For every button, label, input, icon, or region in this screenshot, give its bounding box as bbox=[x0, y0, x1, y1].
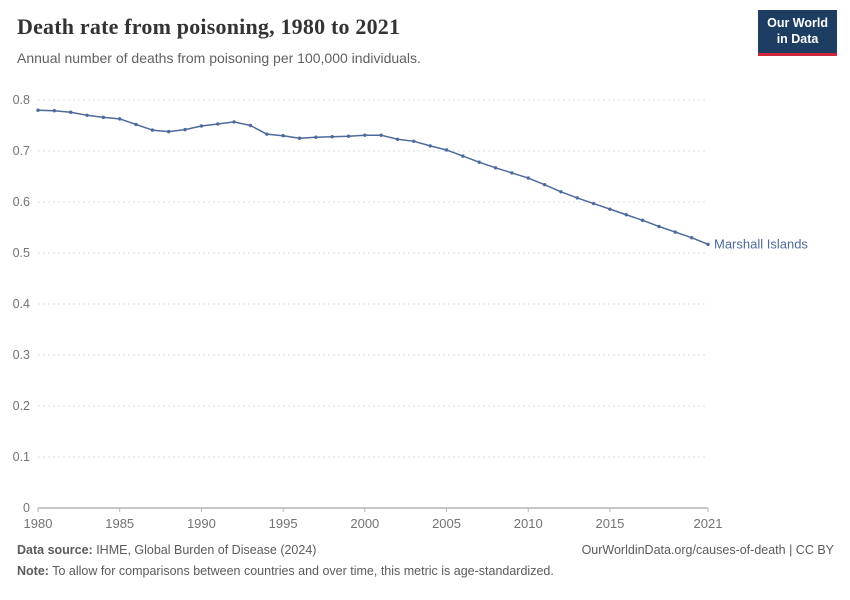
data-point bbox=[624, 213, 628, 217]
data-point bbox=[363, 133, 367, 137]
owid-logo-line1: Our World bbox=[767, 16, 828, 30]
data-point bbox=[265, 132, 269, 136]
data-point bbox=[444, 148, 449, 152]
data-point bbox=[52, 109, 57, 113]
data-source: Data source: IHME, Global Burden of Dise… bbox=[17, 543, 316, 557]
data-point bbox=[101, 115, 106, 120]
data-point bbox=[297, 136, 302, 140]
data-point bbox=[134, 122, 138, 127]
x-tick-label: 2000 bbox=[350, 516, 379, 531]
data-point bbox=[395, 137, 400, 141]
data-point bbox=[183, 127, 187, 132]
data-point bbox=[640, 218, 645, 223]
x-tick-label: 2005 bbox=[432, 516, 461, 531]
data-point bbox=[85, 113, 89, 117]
data-point bbox=[167, 129, 171, 134]
data-point bbox=[591, 201, 596, 206]
y-tick-label: 0.4 bbox=[13, 297, 30, 311]
series-line[interactable] bbox=[37, 109, 709, 246]
data-point bbox=[314, 135, 318, 139]
y-tick-label: 0 bbox=[23, 501, 30, 515]
x-tick-label: 2021 bbox=[694, 516, 723, 531]
chart-subtitle: Annual number of deaths from poisoning p… bbox=[17, 50, 421, 66]
data-point bbox=[346, 134, 351, 138]
data-point bbox=[281, 134, 285, 138]
entity-label[interactable]: Marshall Islands bbox=[714, 236, 808, 251]
x-tick-label: 1990 bbox=[187, 516, 216, 531]
x-tick-label: 1985 bbox=[105, 516, 134, 531]
chart-footer: Data source: IHME, Global Burden of Dise… bbox=[17, 543, 834, 578]
data-point bbox=[706, 242, 710, 247]
y-tick-label: 0.8 bbox=[13, 93, 30, 107]
data-point bbox=[477, 160, 481, 164]
owid-citation-link[interactable]: OurWorldinData.org/causes-of-death | CC … bbox=[581, 543, 834, 557]
y-tick-label: 0.6 bbox=[13, 195, 30, 209]
x-tick-label: 1980 bbox=[24, 516, 53, 531]
data-point bbox=[330, 135, 334, 139]
data-point bbox=[428, 144, 432, 148]
note-label: Note: bbox=[17, 564, 49, 578]
data-point bbox=[510, 171, 514, 175]
data-point bbox=[36, 108, 40, 112]
data-point bbox=[559, 190, 563, 194]
data-point bbox=[412, 139, 416, 144]
data-point bbox=[216, 122, 220, 126]
chart-title: Death rate from poisoning, 1980 to 2021 bbox=[17, 14, 401, 39]
data-source-label: Data source: bbox=[17, 543, 93, 557]
x-tick-label: 2015 bbox=[595, 516, 624, 531]
data-point bbox=[689, 236, 694, 240]
data-point bbox=[542, 182, 547, 187]
chart-note: Note: To allow for comparisons between c… bbox=[17, 564, 834, 578]
y-tick-label: 0.5 bbox=[13, 246, 30, 260]
data-point bbox=[150, 128, 155, 132]
owid-logo: Our World in Data bbox=[758, 10, 837, 56]
y-tick-label: 0.3 bbox=[13, 348, 30, 362]
note-text: To allow for comparisons between countri… bbox=[48, 564, 554, 578]
data-point bbox=[608, 207, 612, 211]
owid-logo-line2: in Data bbox=[776, 32, 819, 47]
data-point bbox=[248, 123, 253, 128]
data-point bbox=[232, 120, 236, 124]
data-point bbox=[575, 196, 579, 200]
data-point bbox=[493, 166, 498, 170]
data-point bbox=[461, 154, 465, 158]
x-tick-label: 1995 bbox=[269, 516, 298, 531]
line-chart-svg: 0 0.1 0.2 0.3 0.4 0.5 0.6 0.7 0.8 1980 1985 1990 199… bbox=[13, 93, 809, 531]
data-point bbox=[118, 117, 122, 121]
data-point bbox=[68, 110, 73, 114]
y-tick-label: 0.1 bbox=[13, 450, 30, 464]
data-point bbox=[199, 124, 204, 128]
data-point bbox=[673, 230, 678, 234]
y-tick-label: 0.7 bbox=[13, 144, 30, 158]
data-source-text: IHME, Global Burden of Disease (2024) bbox=[92, 543, 317, 557]
data-point bbox=[526, 176, 530, 180]
data-point bbox=[379, 133, 383, 137]
y-tick-label: 0.2 bbox=[13, 399, 30, 413]
data-point bbox=[657, 224, 661, 229]
x-tick-label: 2010 bbox=[514, 516, 543, 531]
